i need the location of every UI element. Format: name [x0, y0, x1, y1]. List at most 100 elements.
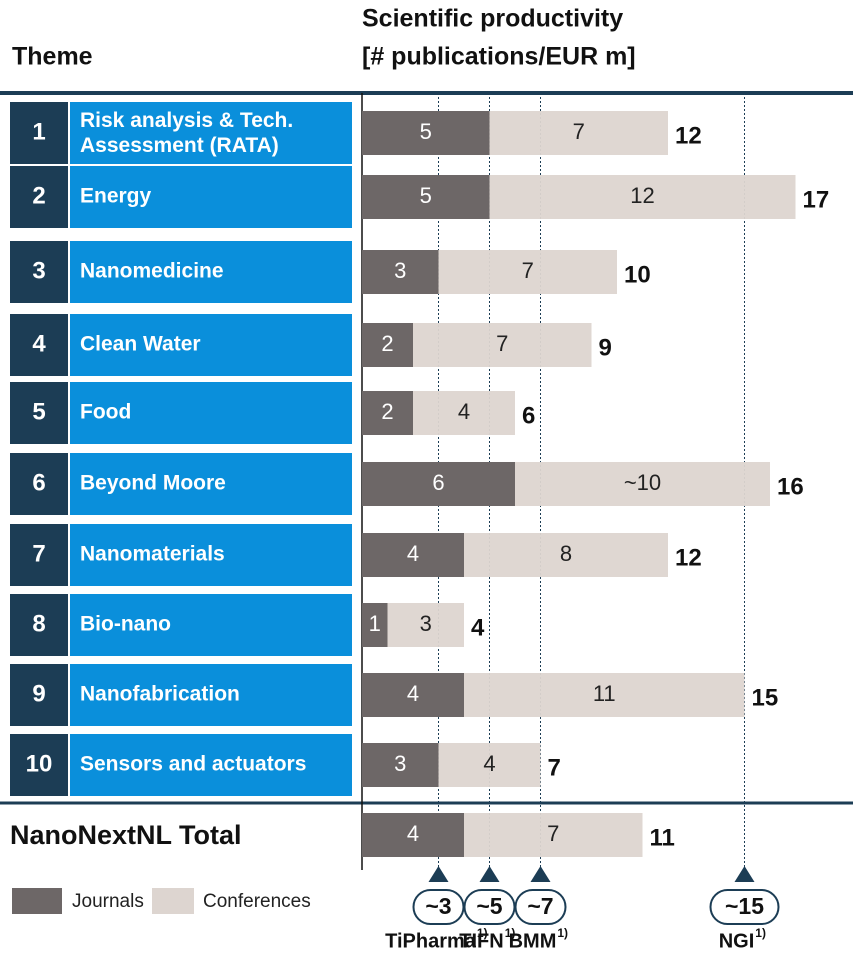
conferences-label: ~10	[624, 470, 661, 495]
bar-conferences	[387, 603, 464, 647]
theme-box	[70, 382, 352, 444]
journals-label: 5	[420, 119, 432, 144]
benchmark-name: NGI	[719, 930, 755, 952]
bar-conferences	[438, 250, 617, 294]
theme-box	[70, 664, 352, 726]
benchmark-value: ~15	[725, 893, 764, 919]
bar-journals	[362, 533, 464, 577]
bar-journals	[362, 323, 413, 367]
conferences-label: 7	[522, 258, 534, 283]
conferences-label: 7	[573, 119, 585, 144]
bar-journals	[362, 250, 439, 294]
bar-conferences	[489, 111, 668, 155]
theme-name: Beyond Moore	[80, 472, 226, 495]
benchmark-triangle	[479, 866, 500, 882]
bar-conferences	[438, 743, 541, 787]
bar-conferences	[413, 391, 515, 435]
conferences-label: 7	[547, 821, 559, 846]
theme-name: Risk analysis & Tech. Assessment (RATA)	[80, 109, 293, 157]
theme-box	[70, 524, 352, 586]
benchmark-value: ~5	[476, 893, 502, 919]
theme-name-line: Assessment (RATA)	[80, 134, 279, 157]
total-label: 12	[675, 544, 702, 571]
bar-journals	[362, 673, 464, 717]
theme-number: 7	[32, 540, 45, 567]
theme-name: Bio-nano	[80, 613, 171, 636]
number-box	[10, 102, 68, 164]
theme-name: Food	[80, 401, 131, 424]
legend-swatch	[12, 888, 62, 914]
journals-label: 6	[432, 470, 444, 495]
journals-label: 2	[381, 399, 393, 424]
theme-number: 9	[32, 680, 45, 707]
theme-box	[70, 453, 352, 515]
theme-box	[70, 102, 352, 164]
journals-label: 2	[381, 331, 393, 356]
theme-number: 3	[32, 257, 45, 284]
value-header: Scientific productivity	[362, 5, 623, 33]
conferences-label: 4	[458, 399, 470, 424]
benchmark-note: 1)	[477, 926, 488, 940]
theme-box	[70, 241, 352, 303]
theme-header: Theme	[12, 43, 93, 71]
bar-journals	[362, 743, 439, 787]
bar-journals	[362, 603, 388, 647]
summary-label: NanoNextNL Total	[10, 820, 242, 850]
bar-conferences	[489, 175, 796, 219]
total-label: 10	[624, 261, 651, 288]
number-box	[10, 453, 68, 515]
total-label: 6	[522, 402, 535, 429]
benchmark-triangle	[734, 866, 755, 882]
bar-journals	[362, 175, 490, 219]
theme-number: 2	[32, 182, 45, 209]
bar-conferences	[464, 533, 668, 577]
bar-journals	[362, 813, 464, 857]
theme-name: Nanomaterials	[80, 543, 225, 566]
bar-conferences	[515, 462, 770, 506]
theme-box	[70, 734, 352, 796]
journals-label: 3	[394, 258, 406, 283]
theme-name: Sensors and actuators	[80, 753, 306, 776]
benchmark-name: TiPharma	[385, 930, 477, 952]
bar-journals	[362, 391, 413, 435]
benchmark-value: ~3	[425, 893, 451, 919]
theme-number: 4	[32, 330, 46, 357]
theme-number: 6	[32, 469, 45, 496]
bar-journals	[362, 462, 515, 506]
journals-label: 5	[420, 183, 432, 208]
conferences-label: 4	[483, 751, 495, 776]
number-box	[10, 594, 68, 656]
benchmark-note: 1)	[505, 926, 516, 940]
conferences-label: 7	[496, 331, 508, 356]
benchmark-pill	[514, 889, 567, 925]
journals-label: 4	[407, 681, 419, 706]
value-header: [# publications/EUR m]	[362, 43, 636, 71]
benchmark-pill	[709, 889, 780, 925]
theme-name: Energy	[80, 185, 152, 208]
theme-number: 5	[32, 398, 45, 425]
theme-name: Clean Water	[80, 333, 201, 356]
theme-number: 10	[26, 750, 53, 777]
benchmark-note: 1)	[557, 926, 568, 940]
journals-label: 3	[394, 751, 406, 776]
total-label: 17	[803, 186, 830, 213]
number-box	[10, 664, 68, 726]
number-box	[10, 524, 68, 586]
number-box	[10, 166, 68, 228]
bar-conferences	[413, 323, 592, 367]
journals-label: 4	[407, 821, 419, 846]
benchmark-triangle	[428, 866, 449, 882]
total-label: 9	[599, 334, 612, 361]
theme-number: 1	[32, 118, 45, 145]
conferences-label: 3	[420, 611, 432, 636]
number-box	[10, 382, 68, 444]
total-label: 7	[548, 754, 561, 781]
legend-label: Conferences	[203, 891, 311, 912]
conferences-label: 11	[593, 681, 616, 706]
total-label: 4	[471, 614, 485, 641]
number-box	[10, 734, 68, 796]
total-label: 15	[752, 684, 779, 711]
theme-name: Nanofabrication	[80, 683, 240, 706]
theme-name-line: Risk analysis & Tech.	[80, 109, 293, 132]
